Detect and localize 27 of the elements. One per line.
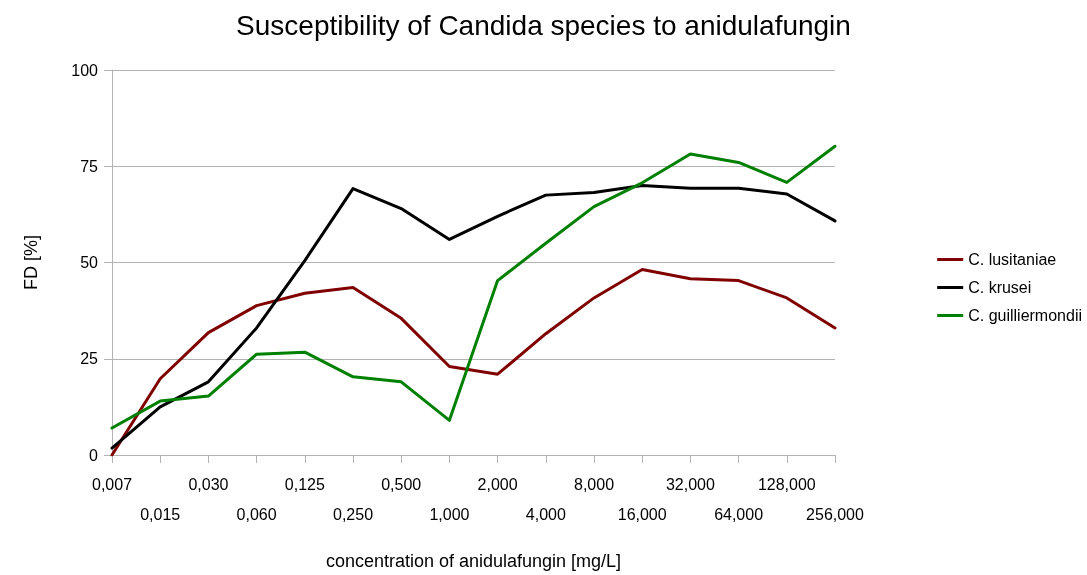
x-tick-label: 32,000 xyxy=(665,475,715,493)
x-tick-label: 256,000 xyxy=(806,505,865,523)
x-tick-label: 4,000 xyxy=(525,505,566,523)
x-tick-label: 0,125 xyxy=(284,475,325,493)
y-tick-label: 25 xyxy=(80,350,99,368)
x-tick-label: 0,500 xyxy=(381,475,422,493)
legend-label: C. lusitaniae xyxy=(968,251,1057,268)
y-tick-label: 75 xyxy=(80,157,99,175)
y-axis-title: FD [%] xyxy=(21,234,41,291)
y-tick-label: 50 xyxy=(80,254,99,271)
x-tick-label: 0,250 xyxy=(332,505,374,523)
x-tick-label: 0,015 xyxy=(140,505,181,523)
chart-title: Susceptibility of Candida species to anidulafungin xyxy=(236,9,851,41)
x-tick-label: 2,000 xyxy=(477,475,518,493)
x-tick-label: 0,060 xyxy=(236,505,277,523)
x-tick-label: 128,000 xyxy=(757,475,816,493)
x-tick-label: 64,000 xyxy=(714,505,764,523)
legend-label: C. krusei xyxy=(968,279,1032,296)
x-axis-title: concentration of anidulafungin [mg/L] xyxy=(325,551,622,571)
legend-label: C. guilliermondii xyxy=(968,307,1083,324)
x-tick-label: 1,000 xyxy=(429,505,470,523)
x-tick-label: 0,007 xyxy=(91,475,133,493)
y-tick-label: 0 xyxy=(89,446,99,464)
x-tick-label: 0,030 xyxy=(188,475,229,493)
y-tick-label: 100 xyxy=(71,61,99,79)
x-tick-label: 16,000 xyxy=(617,505,667,523)
x-tick-label: 8,000 xyxy=(573,475,615,493)
